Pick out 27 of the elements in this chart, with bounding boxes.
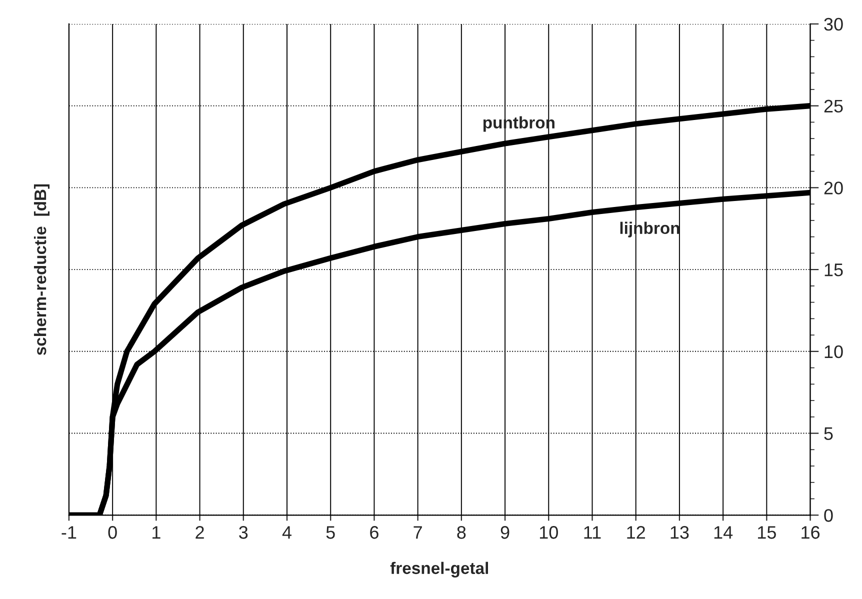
y-tick-label: 30 [824,18,843,31]
x-tick-label: 14 [714,526,733,539]
y-tick-label: 5 [824,427,833,440]
x-tick-label: 3 [239,526,248,539]
x-axis-title: fresnel-getal [390,562,488,578]
x-tick-label: 11 [584,526,601,539]
y-tick-label: 25 [824,100,843,113]
x-tick-label: 16 [802,526,820,539]
x-tick-label: 1 [152,526,160,539]
x-tick-label: 9 [500,526,510,539]
x-tick-label: 15 [758,526,776,539]
x-tick-label: 8 [457,526,466,539]
x-tick-label: 6 [370,526,378,539]
y-tick-label: 0 [824,509,833,522]
x-tick-label: 12 [627,526,645,539]
y-axis-title: scherm-reductie [dB] [34,184,50,356]
y-tick-label: 10 [824,345,843,358]
x-tick-label: 2 [196,526,204,539]
x-tick-label: 0 [108,526,117,539]
x-tick-label: 5 [326,526,335,539]
x-tick-label: 13 [670,526,689,539]
x-tick-label: 4 [282,526,292,539]
y-tick-label: 15 [824,264,843,276]
x-tick-label: -1 [62,526,76,539]
x-tick-label: 7 [414,526,422,539]
x-tick-label: 10 [540,526,558,539]
y-tick-label: 20 [824,182,843,194]
